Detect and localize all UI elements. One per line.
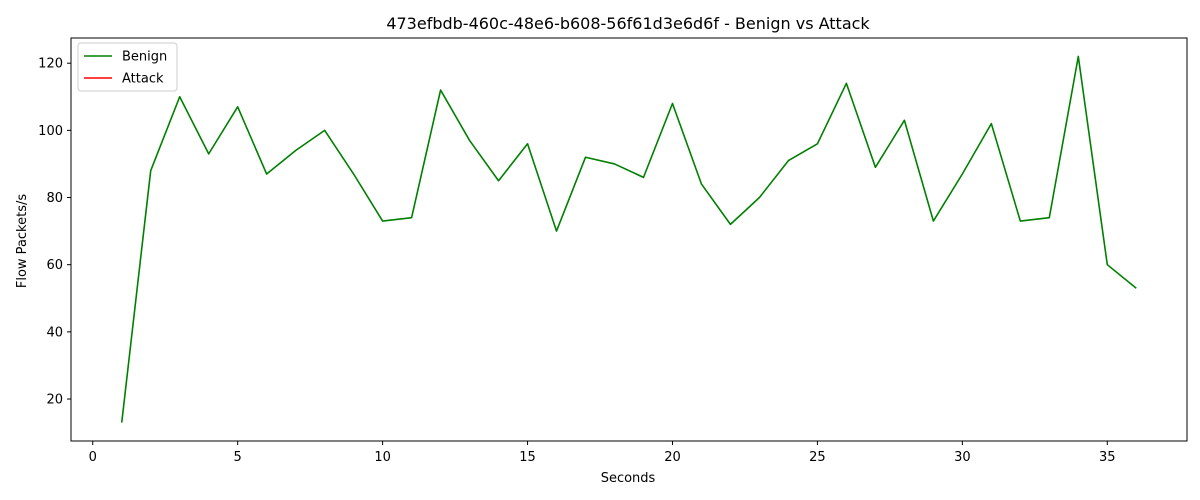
y-tick-label: 80 <box>46 191 63 206</box>
series-line-benign <box>120 55 1137 423</box>
y-axis-title: Flow Packets/s <box>15 194 30 288</box>
legend: Benign Attack <box>77 42 178 92</box>
legend-label-attack: Attack <box>122 72 164 87</box>
x-axis: 0 5 10 15 20 25 30 35 <box>89 441 1116 465</box>
x-tick-label: 35 <box>1099 450 1116 465</box>
x-tick-label: 0 <box>89 450 97 465</box>
series-layer <box>120 55 1137 423</box>
legend-box <box>77 42 178 92</box>
x-tick-label: 25 <box>809 450 826 465</box>
legend-label-benign: Benign <box>122 50 167 65</box>
x-axis-title: Seconds <box>601 471 656 486</box>
y-tick-label: 100 <box>38 124 63 139</box>
y-axis: 20 40 60 80 100 120 <box>38 57 71 408</box>
plot-area-frame <box>70 37 1188 442</box>
x-tick-label: 30 <box>954 450 971 465</box>
y-tick-label: 40 <box>46 325 63 340</box>
y-tick-label: 20 <box>46 393 63 408</box>
x-tick-label: 10 <box>374 450 391 465</box>
x-tick-label: 20 <box>664 450 681 465</box>
x-tick-label: 15 <box>519 450 536 465</box>
x-tick-label: 5 <box>234 450 242 465</box>
chart-title: 473efbdb-460c-48e6-b608-56f61d3e6d6f - B… <box>386 14 870 33</box>
y-tick-label: 60 <box>46 258 63 273</box>
y-tick-label: 120 <box>38 57 63 72</box>
